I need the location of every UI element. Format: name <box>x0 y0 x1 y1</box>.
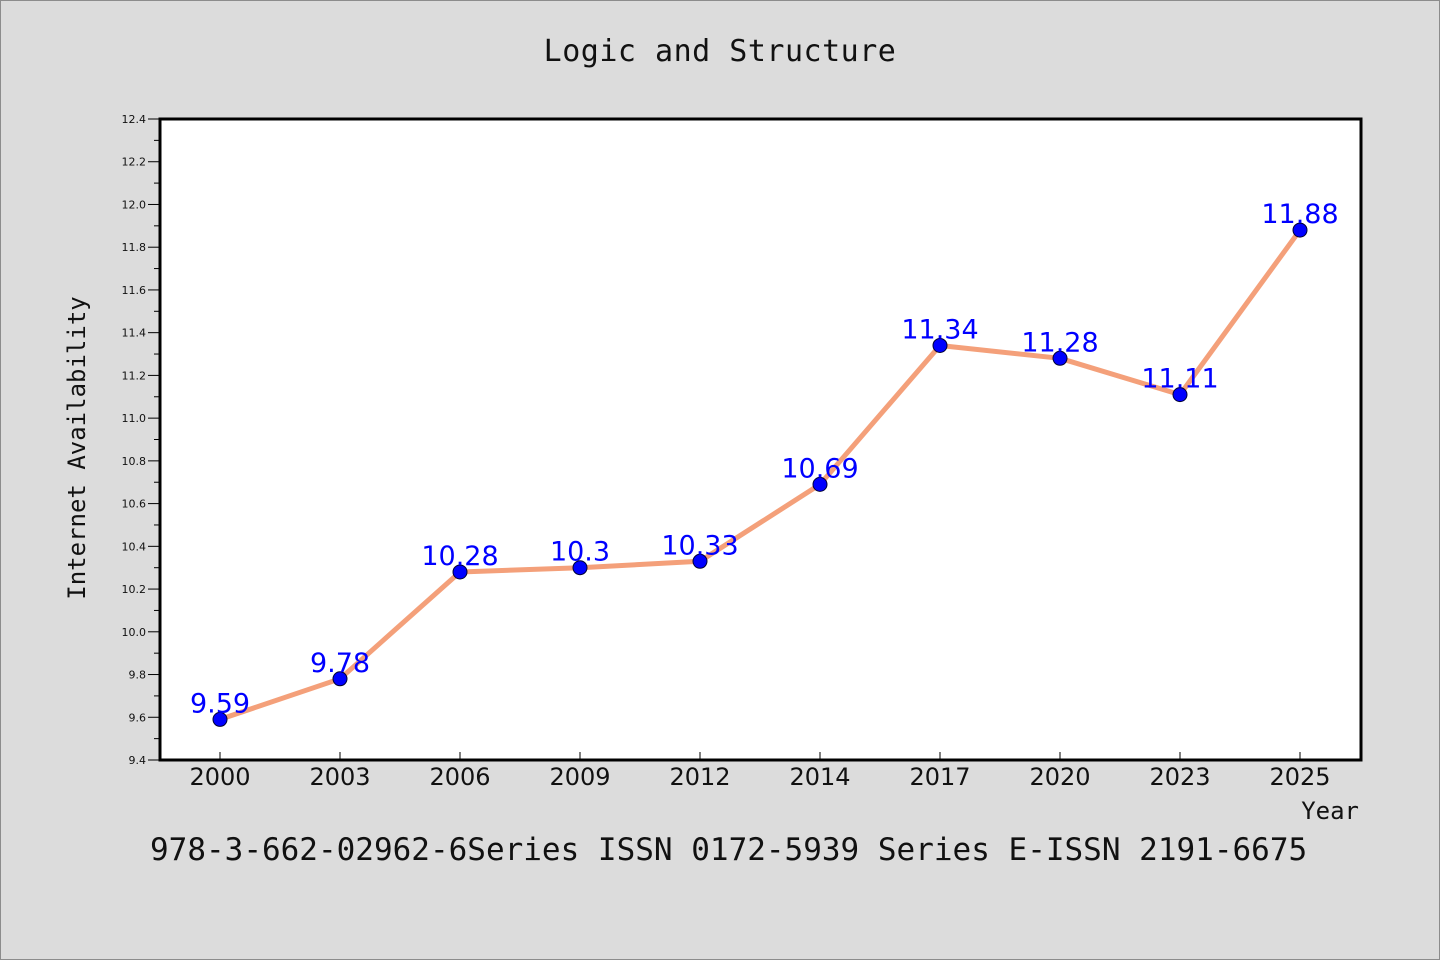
y-tick-label: 10.2 <box>122 583 147 596</box>
data-label: 10.69 <box>781 453 858 484</box>
x-axis: 2000 2003 2006 2009 2012 2014 2017 2020 2023 2025 <box>189 752 1331 791</box>
y-tick-label: 10.8 <box>122 455 147 468</box>
y-tick-label: 11.8 <box>122 241 147 254</box>
plot-area <box>158 117 1363 762</box>
y-tick-label: 12.2 <box>122 156 147 169</box>
x-tick-label: 2017 <box>909 763 970 791</box>
data-label: 11.88 <box>1261 199 1338 230</box>
chart-title: Logic and Structure <box>543 34 897 69</box>
data-label: 11.34 <box>901 314 978 345</box>
x-tick-label: 2000 <box>189 763 250 791</box>
data-label: 11.28 <box>1021 327 1098 358</box>
data-label: 9.59 <box>190 688 250 719</box>
isbn-footer: 978-3-662-02962-6Series ISSN 0172-5939 S… <box>150 832 1308 868</box>
x-tick-label: 2006 <box>429 763 490 791</box>
x-axis-label: Year <box>1301 797 1359 825</box>
data-labels: 9.59 9.78 10.28 10.3 10.33 10.69 11.34 11.28 11.… <box>190 199 1339 719</box>
y-tick-label: 10.6 <box>122 498 147 511</box>
data-label: 9.78 <box>310 648 370 679</box>
y-axis-label: Internet Availability <box>63 296 91 599</box>
x-tick-label: 2003 <box>309 763 370 791</box>
x-tick-label: 2012 <box>669 763 730 791</box>
y-tick-label: 11.4 <box>122 327 147 340</box>
x-tick-label: 2025 <box>1269 763 1330 791</box>
data-label: 11.11 <box>1141 364 1218 395</box>
x-tick-label: 2009 <box>549 763 610 791</box>
data-label: 10.28 <box>421 541 498 572</box>
y-tick-label: 12.4 <box>122 113 147 126</box>
y-tick-label: 9.8 <box>129 669 147 682</box>
y-tick-label: 9.4 <box>129 754 147 767</box>
data-point <box>692 553 708 569</box>
data-point <box>332 671 348 687</box>
y-tick-label: 9.6 <box>129 711 147 724</box>
y-tick-label: 10.4 <box>122 540 147 553</box>
x-tick-label: 2020 <box>1029 763 1090 791</box>
data-point <box>932 337 948 353</box>
y-tick-label: 11.0 <box>122 412 147 425</box>
data-points <box>212 222 1308 727</box>
data-label: 10.3 <box>550 537 610 568</box>
data-point <box>812 476 828 492</box>
data-point <box>212 711 228 727</box>
series-line <box>217 227 1303 722</box>
y-axis: 9.4 9.6 9.8 10.0 10.2 10.4 10.6 10.8 11.0 11.2 11.… <box>122 113 160 767</box>
data-point <box>1172 387 1188 403</box>
data-point <box>1052 350 1068 366</box>
y-tick-label: 12.0 <box>122 198 147 211</box>
data-point <box>1292 222 1308 238</box>
y-tick-label: 11.2 <box>122 369 147 382</box>
data-label: 10.33 <box>661 530 738 561</box>
x-tick-label: 2023 <box>1149 763 1210 791</box>
data-point <box>572 560 588 576</box>
y-tick-label: 11.6 <box>122 284 147 297</box>
data-point <box>452 564 468 580</box>
y-tick-label: 10.0 <box>122 626 147 639</box>
x-tick-label: 2014 <box>789 763 850 791</box>
